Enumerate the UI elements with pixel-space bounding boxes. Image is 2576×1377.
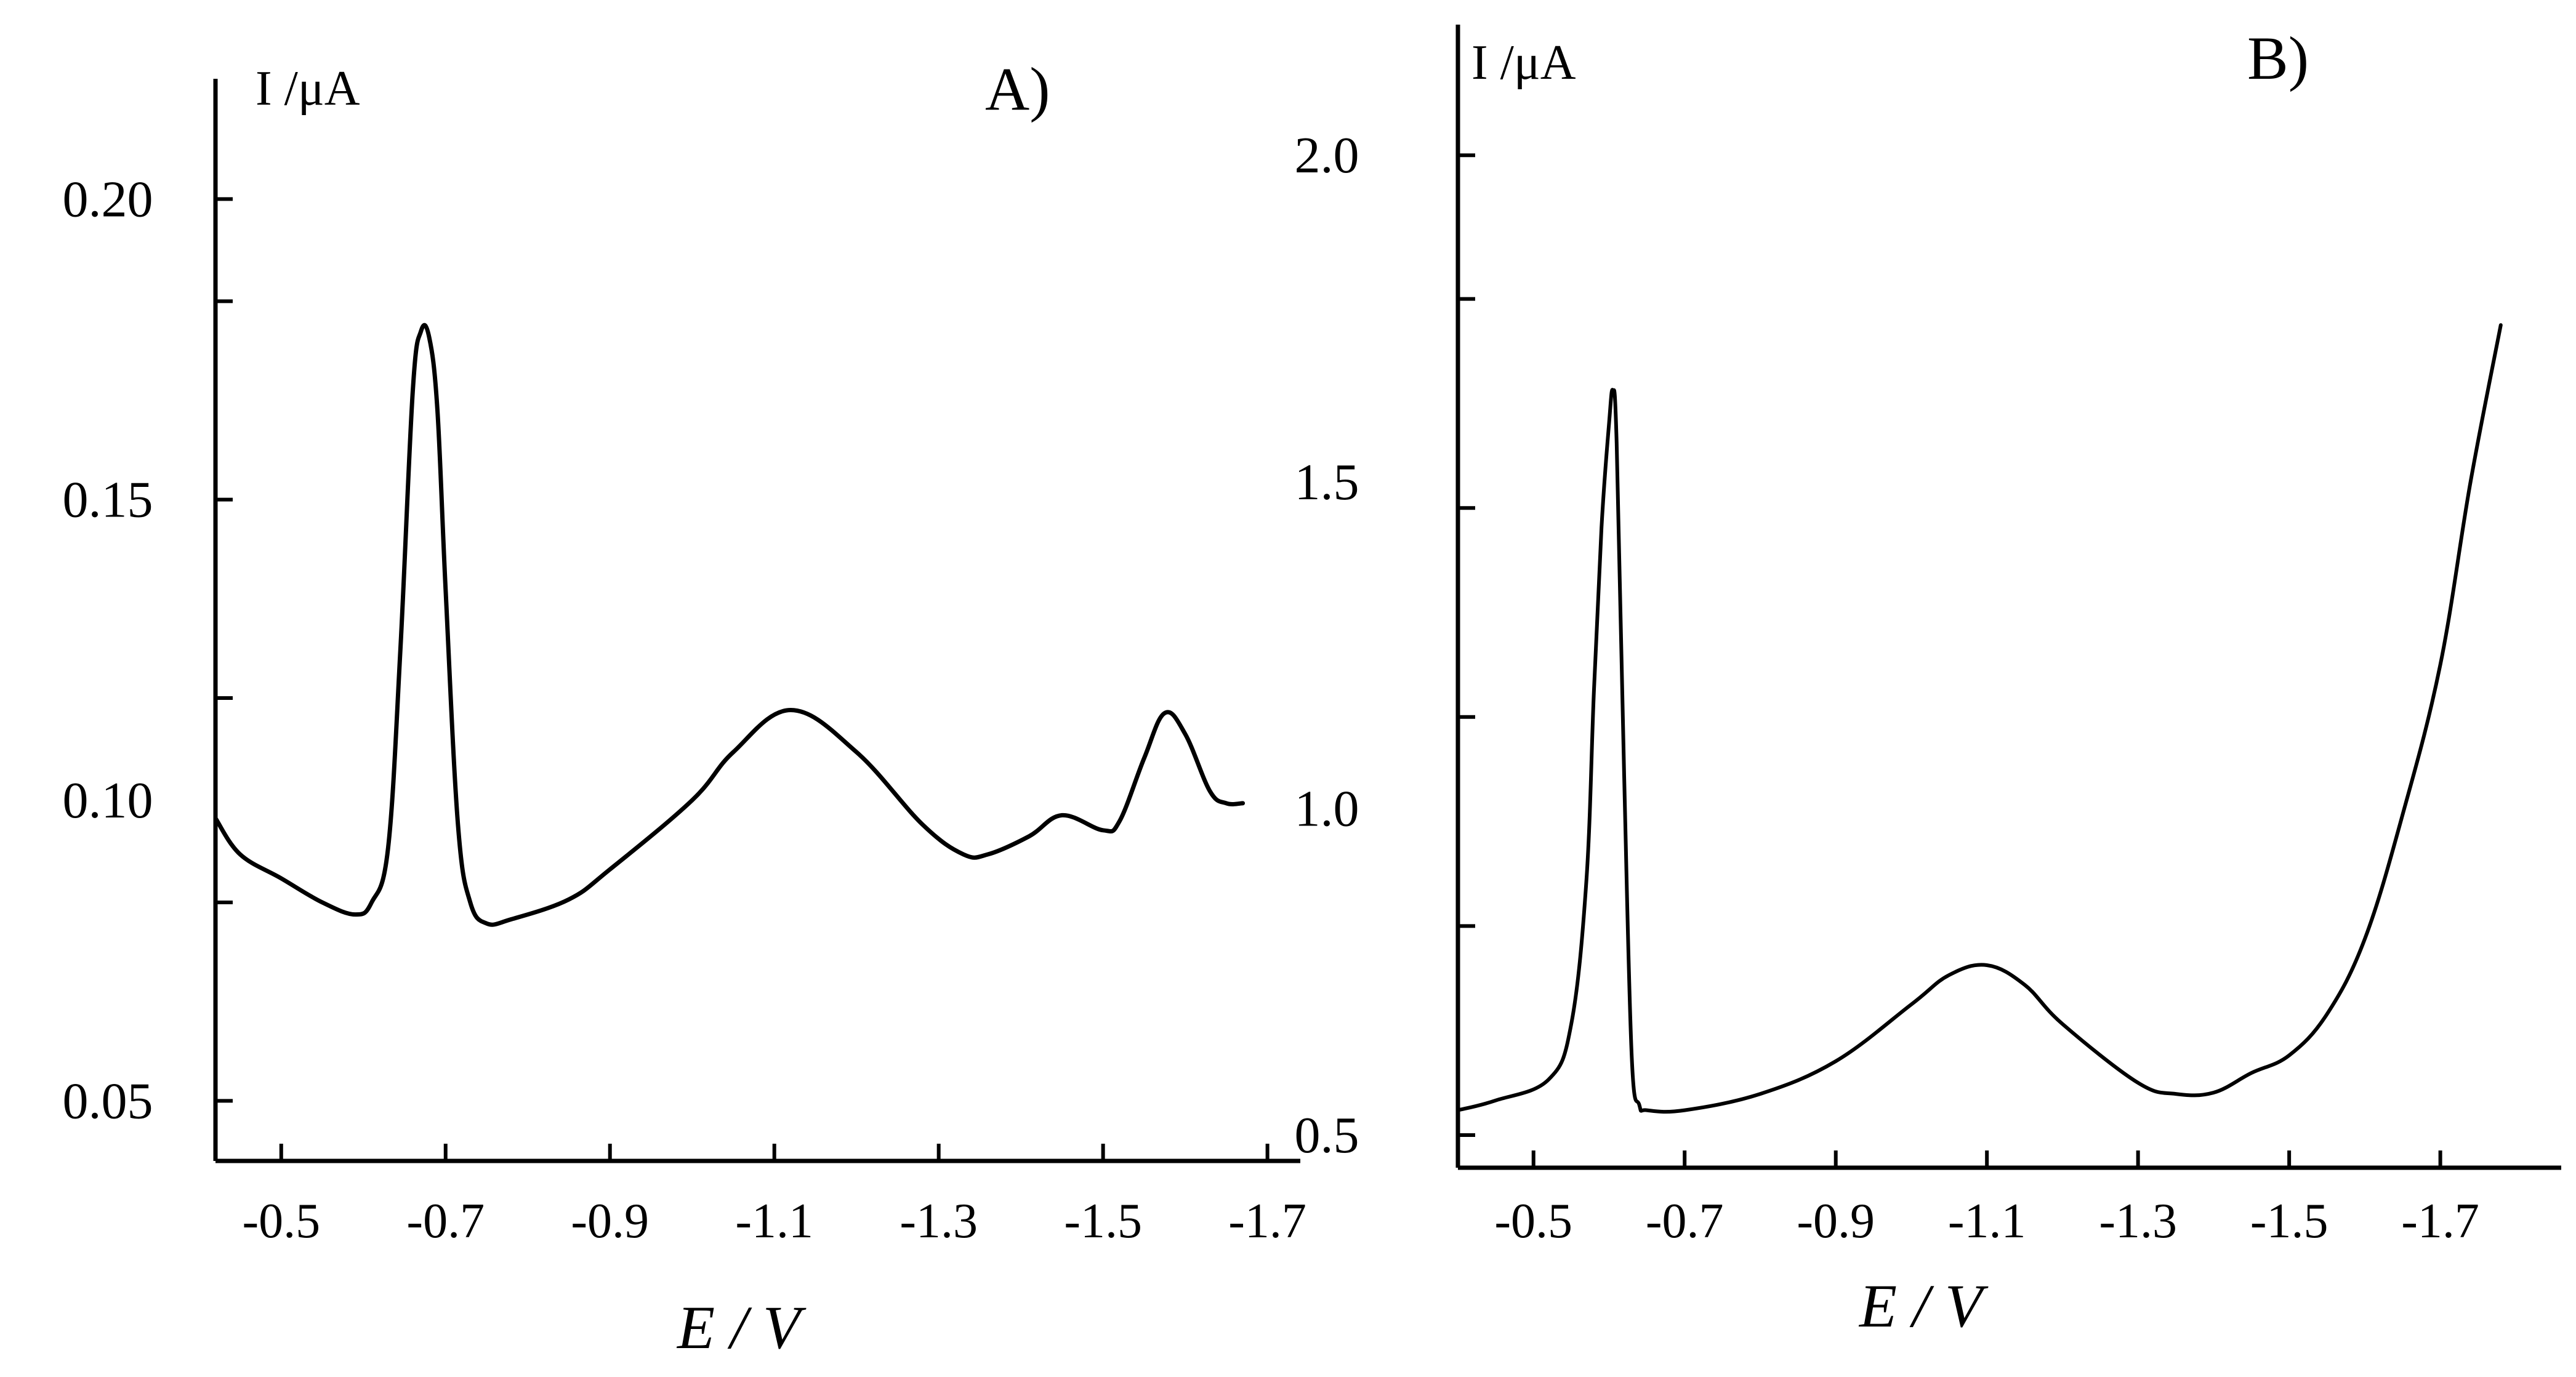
panel-a-x-tick-label: -0.7 (406, 1194, 485, 1248)
panel-a-y-tick-labels: 0.05 0.10 0.15 0.20 (63, 171, 153, 1130)
panel-b-y-tick-label: 2.0 (1295, 127, 1359, 184)
panel-a-y-ticks (215, 197, 233, 1103)
panel-b-x-tick-label: -1.7 (2401, 1194, 2479, 1248)
panel-a-series-line (213, 323, 1246, 927)
panel-a-x-tick-labels: -0.5 -0.7 -0.9 -1.1 -1.3 -1.5 -1.7 (242, 1194, 1306, 1248)
panel-b-y-ticks (1458, 153, 1475, 1137)
panel-b-x-tick-label: -0.7 (1646, 1194, 1724, 1248)
panel-b-y-tick-label: 1.5 (1295, 454, 1359, 511)
panel-a-x-tick-label: -0.5 (242, 1194, 320, 1248)
panel-b-label: B) (2247, 24, 2309, 92)
panel-a-y-tick-label: 0.15 (63, 472, 153, 529)
panel-a-ylabel: I /μA (256, 62, 360, 116)
panel-b-y-tick-label: 0.5 (1295, 1107, 1359, 1164)
panel-b: 0.5 1.0 1.5 2.0 -0.5 -0.7 -0.9 -1.1 -1.3 -1.5 -1.… (1295, 24, 2561, 1340)
panel-a-y-tick-label: 0.20 (63, 171, 153, 228)
panel-a-xlabel: E / V (676, 1293, 807, 1362)
panel-b-x-ticks (1531, 1150, 2442, 1168)
panel-b-y-tick-labels: 0.5 1.0 1.5 2.0 (1295, 127, 1359, 1164)
panel-a: 0.05 0.10 0.15 0.20 -0.5 -0.7 -0.9 -1.1 -1.3 -1.… (63, 55, 1306, 1362)
panel-b-ylabel: I /μA (1471, 36, 1576, 90)
panel-a-x-tick-label: -1.7 (1228, 1194, 1306, 1248)
panel-a-y-tick-label: 0.05 (63, 1072, 153, 1130)
panel-b-x-tick-label: -1.5 (2250, 1194, 2328, 1248)
panel-b-x-tick-labels: -0.5 -0.7 -0.9 -1.1 -1.3 -1.5 -1.7 (1494, 1194, 2479, 1248)
panel-b-x-tick-label: -0.5 (1494, 1194, 1572, 1248)
panel-a-x-tick-label: -1.3 (900, 1194, 978, 1248)
panel-b-x-tick-label: -1.3 (2099, 1194, 2177, 1248)
panel-a-y-tick-label: 0.10 (63, 772, 153, 829)
panel-b-x-tick-label: -1.1 (1948, 1194, 2026, 1248)
panel-b-series-line (1456, 323, 2503, 1114)
panel-b-y-tick-label: 1.0 (1295, 780, 1359, 837)
panel-a-label: A) (985, 55, 1050, 123)
panel-a-x-ticks (279, 1144, 1270, 1161)
panel-b-xlabel: E / V (1858, 1272, 1989, 1340)
panel-b-x-tick-label: -0.9 (1797, 1194, 1875, 1248)
panel-a-x-tick-label: -1.1 (735, 1194, 813, 1248)
panel-a-x-tick-label: -1.5 (1064, 1194, 1142, 1248)
panel-a-x-tick-label: -0.9 (571, 1194, 649, 1248)
